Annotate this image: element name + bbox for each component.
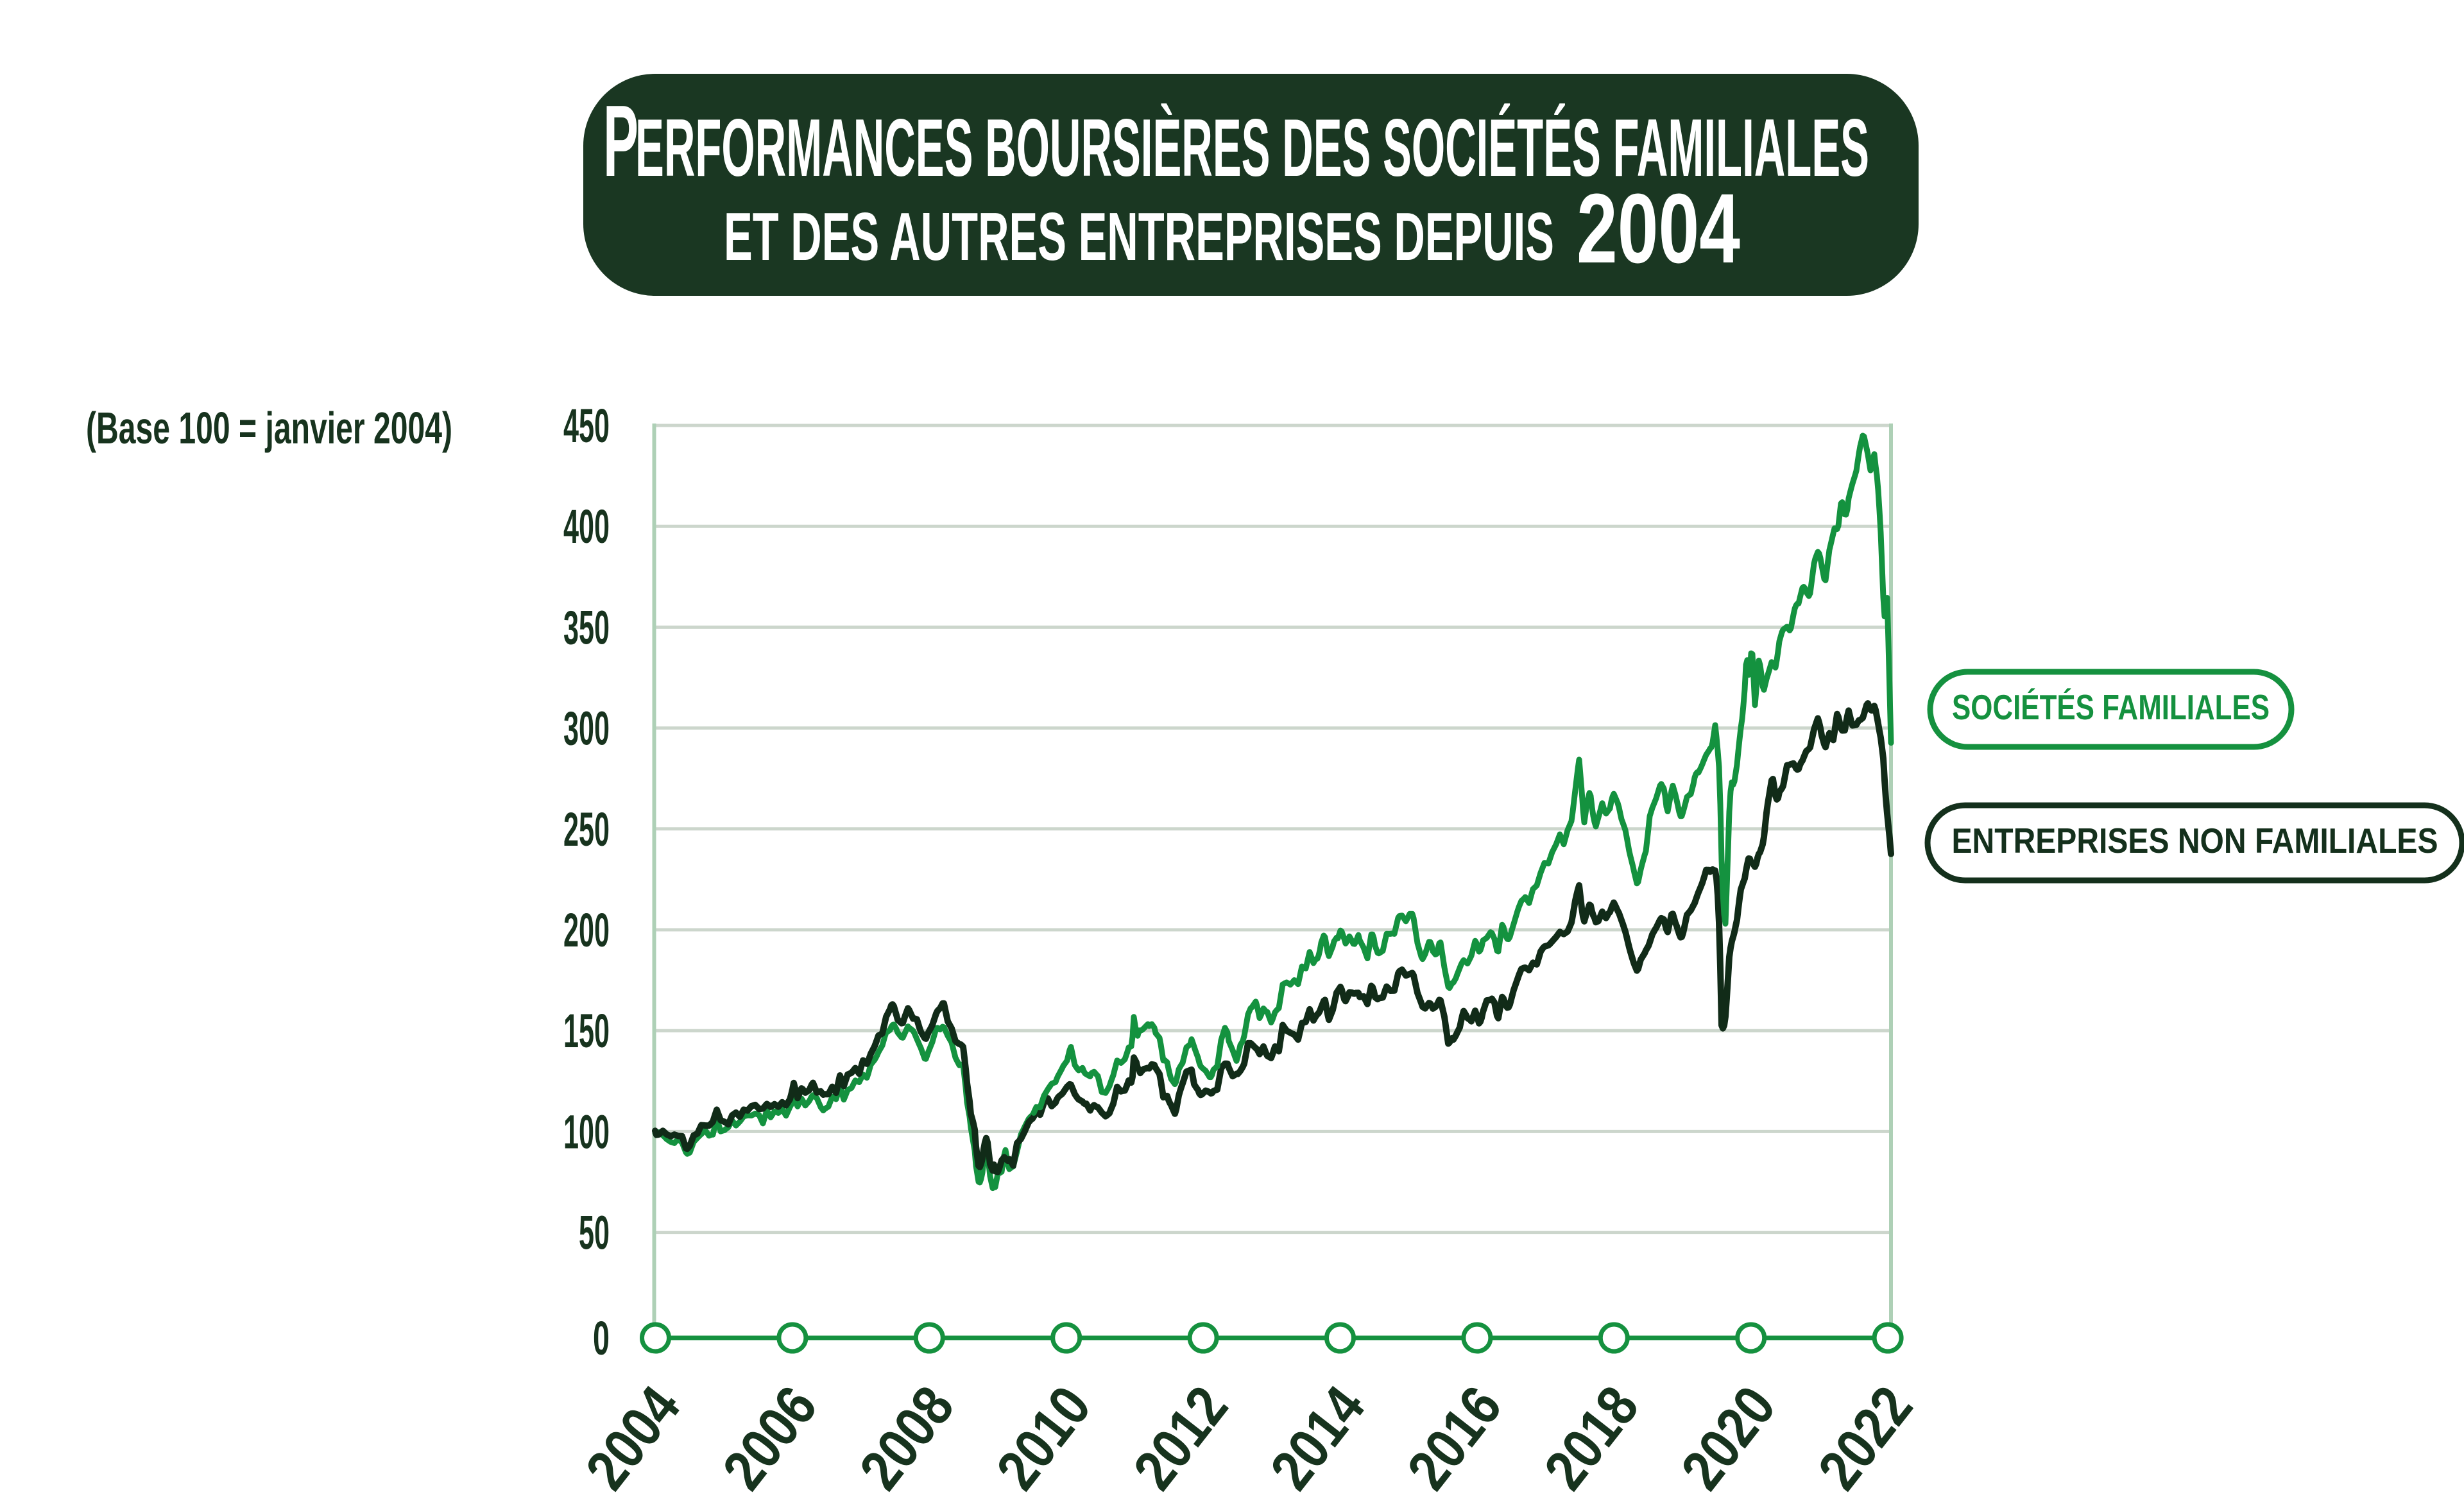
- svg-text:P: P: [603, 85, 638, 198]
- svg-text:450: 450: [563, 399, 610, 452]
- svg-text:200: 200: [563, 903, 610, 957]
- svg-text:ERFORMANCES BOURSIÈRES DES SOC: ERFORMANCES BOURSIÈRES DES SOCIÉTÉS FAMI…: [635, 102, 1869, 193]
- svg-text:ET DES AUTRES ENTREPRISES DEPU: ET DES AUTRES ENTREPRISES DEPUIS: [724, 199, 1554, 275]
- svg-text:250: 250: [563, 803, 610, 856]
- svg-text:SOCIÉTÉS FAMILIALES: SOCIÉTÉS FAMILIALES: [1952, 687, 2270, 727]
- svg-text:2004: 2004: [1577, 173, 1740, 284]
- svg-text:100: 100: [563, 1105, 610, 1158]
- svg-text:150: 150: [563, 1004, 610, 1057]
- svg-text:50: 50: [579, 1206, 610, 1260]
- svg-text:(Base 100 = janvier 2004): (Base 100 = janvier 2004): [86, 403, 452, 453]
- svg-text:300: 300: [563, 702, 610, 755]
- svg-text:350: 350: [563, 601, 610, 654]
- svg-text:0: 0: [593, 1312, 610, 1365]
- svg-text:ENTREPRISES NON FAMILIALES: ENTREPRISES NON FAMILIALES: [1952, 821, 2438, 860]
- svg-text:400: 400: [563, 500, 610, 553]
